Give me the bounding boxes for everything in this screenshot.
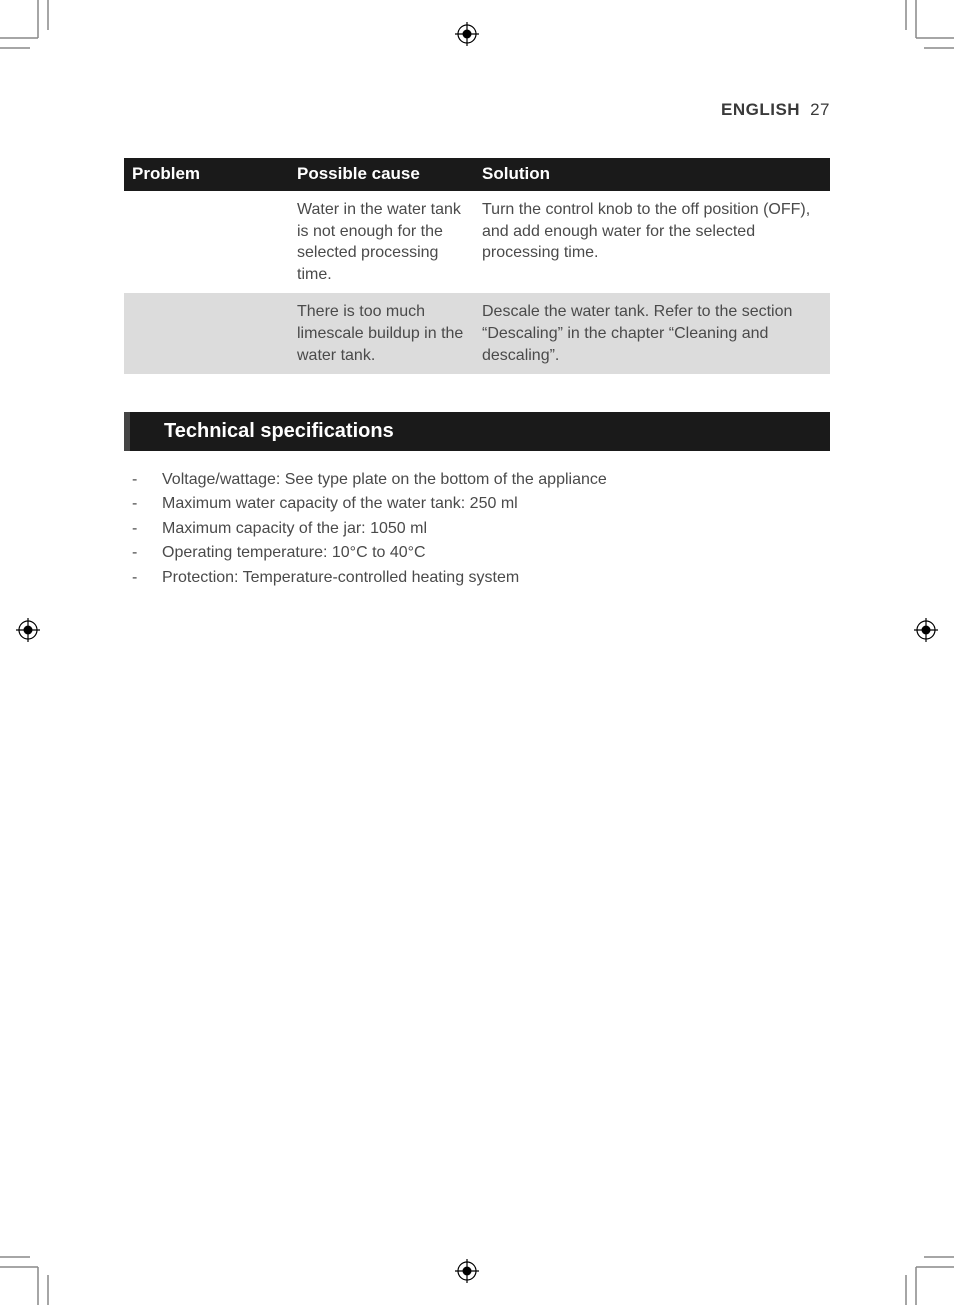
crop-mark-top-left bbox=[0, 0, 60, 60]
table-header-row: Problem Possible cause Solution bbox=[124, 158, 830, 191]
registration-mark-bottom bbox=[455, 1259, 479, 1283]
cell-cause: Water in the water tank is not enough fo… bbox=[289, 191, 474, 293]
col-header-problem: Problem bbox=[124, 158, 289, 191]
spec-item: Maximum water capacity of the water tank… bbox=[124, 493, 830, 515]
registration-mark-right bbox=[914, 618, 938, 642]
cell-cause: There is too much limescale buildup in t… bbox=[289, 293, 474, 374]
cell-problem bbox=[124, 191, 289, 293]
cell-solution: Descale the water tank. Refer to the sec… bbox=[474, 293, 830, 374]
table-row: Water in the water tank is not enough fo… bbox=[124, 191, 830, 293]
cell-problem bbox=[124, 293, 289, 374]
crop-mark-bottom-right bbox=[894, 1245, 954, 1305]
page-content: ENGLISH 27 Problem Possible cause Solutio… bbox=[124, 100, 830, 591]
spec-item: Protection: Temperature-controlled heati… bbox=[124, 567, 830, 589]
cell-solution: Turn the control knob to the off positio… bbox=[474, 191, 830, 293]
header-language: ENGLISH bbox=[721, 100, 800, 119]
col-header-solution: Solution bbox=[474, 158, 830, 191]
troubleshooting-table: Problem Possible cause Solution Water in… bbox=[124, 158, 830, 374]
header-page-number: 27 bbox=[810, 100, 830, 119]
table-row: There is too much limescale buildup in t… bbox=[124, 293, 830, 374]
spec-list: Voltage/wattage: See type plate on the b… bbox=[124, 469, 830, 589]
spec-item: Maximum capacity of the jar: 1050 ml bbox=[124, 518, 830, 540]
crop-mark-top-right bbox=[894, 0, 954, 60]
registration-mark-top bbox=[455, 22, 479, 46]
spec-item: Operating temperature: 10°C to 40°C bbox=[124, 542, 830, 564]
crop-mark-bottom-left bbox=[0, 1245, 60, 1305]
registration-mark-left bbox=[16, 618, 40, 642]
col-header-cause: Possible cause bbox=[289, 158, 474, 191]
spec-item: Voltage/wattage: See type plate on the b… bbox=[124, 469, 830, 491]
section-heading-technical-specs: Technical specifications bbox=[124, 412, 830, 451]
page-header: ENGLISH 27 bbox=[124, 100, 830, 120]
